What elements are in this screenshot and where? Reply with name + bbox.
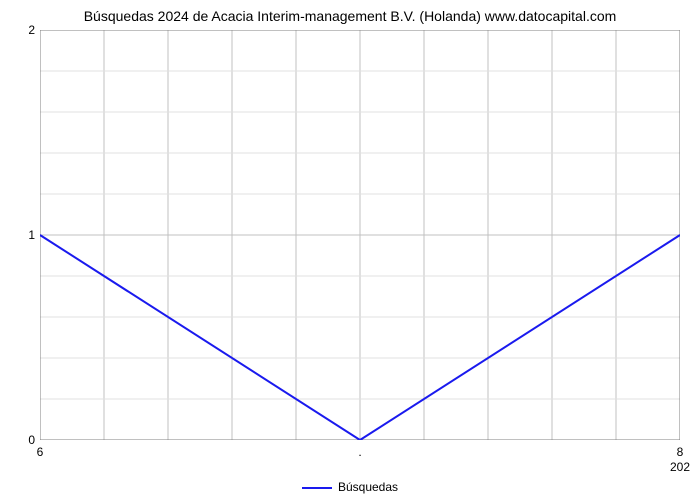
legend-line-icon — [302, 487, 332, 489]
chart-title: Búsquedas 2024 de Acacia Interim-managem… — [0, 8, 700, 24]
x-tick-label: 6 — [37, 445, 44, 459]
chart-legend: Búsquedas — [0, 480, 700, 494]
legend-label: Búsquedas — [338, 480, 398, 494]
chart-svg — [40, 30, 680, 440]
y-tick-label: 1 — [20, 228, 35, 242]
y-tick-label: 0 — [20, 433, 35, 447]
y-tick-label: 2 — [20, 23, 35, 37]
x-tick-label: 8 — [677, 445, 684, 459]
x-sublabel: 202 — [670, 460, 690, 474]
chart-plot-area — [40, 30, 680, 440]
x-tick-dot: . — [358, 445, 361, 459]
